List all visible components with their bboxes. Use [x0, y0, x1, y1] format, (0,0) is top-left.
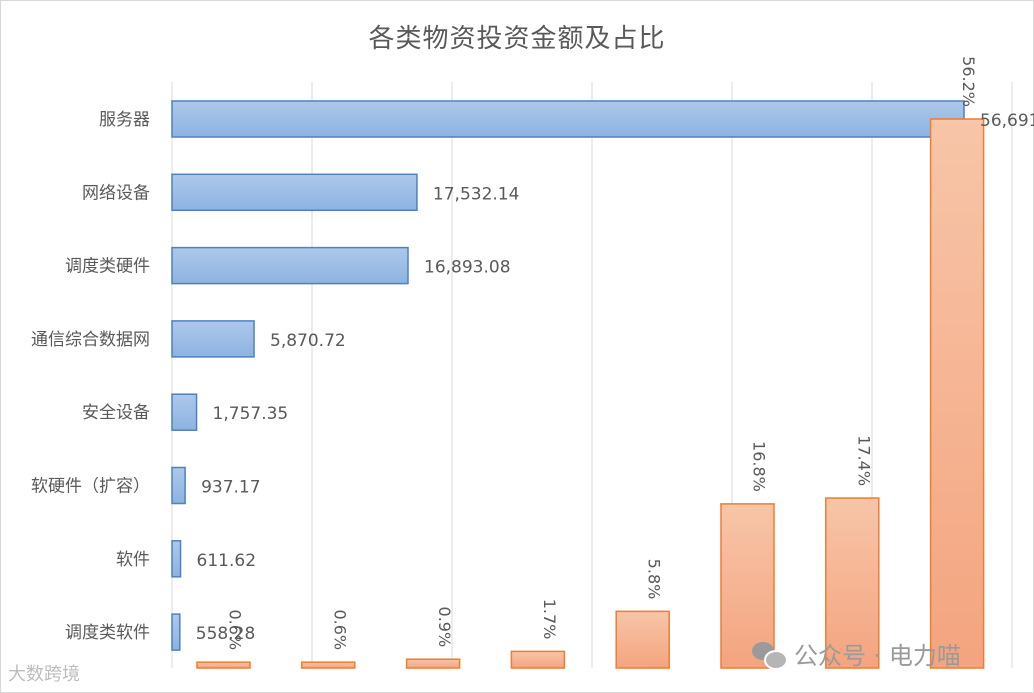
category-label: 软硬件（扩容） — [31, 477, 150, 497]
watermark-right-text: 公众号 · 电力喵 — [794, 642, 961, 670]
vbar-percent-label: 5.8% — [645, 559, 664, 600]
vbar-4 — [615, 610, 670, 669]
hbar-5 — [171, 466, 186, 505]
vbar-1 — [301, 661, 356, 669]
hbar-value-label: 56,691.65 — [980, 111, 1034, 131]
vbar-percent-label: 0.6% — [330, 609, 349, 650]
category-label: 网络设备 — [82, 183, 150, 203]
vbar-percent-label: 1.7% — [540, 599, 559, 640]
vbar-percent-label: 0.6% — [226, 609, 245, 650]
category-label: 调度类硬件 — [65, 257, 150, 277]
vbar-7 — [929, 118, 985, 669]
hbar-2 — [171, 246, 409, 285]
hbar-0 — [171, 100, 965, 138]
vbar-percent-label: 0.9% — [435, 607, 454, 648]
vbar-6 — [825, 497, 880, 669]
hbar-value-label: 16,893.08 — [424, 258, 511, 278]
hbar-3 — [171, 320, 255, 358]
vbar-0 — [196, 661, 251, 669]
watermark-right: 公众号 · 电力喵 — [752, 636, 961, 671]
hbar-6 — [171, 540, 182, 578]
hbar-4 — [171, 393, 198, 431]
vbar-3 — [510, 650, 566, 669]
hbar-value-label: 1,757.35 — [213, 404, 289, 424]
hbar-value-label: 17,532.14 — [433, 184, 520, 204]
category-label: 通信综合数据网 — [31, 330, 150, 350]
watermark-left: 大数跨境 — [8, 664, 80, 685]
vbar-2 — [405, 658, 461, 669]
vbar-percent-label: 16.8% — [750, 441, 769, 492]
vbar-percent-label: 17.4% — [854, 435, 873, 486]
category-label: 服务器 — [99, 110, 150, 130]
hbar-7 — [171, 613, 181, 651]
vbar-percent-label: 56.2% — [959, 56, 978, 107]
chart-title: 各类物资投资金额及占比 — [368, 24, 666, 54]
wechat-icon — [752, 640, 788, 670]
hbar-value-label: 5,870.72 — [270, 331, 346, 351]
hbar-value-label: 937.17 — [201, 478, 260, 498]
category-label: 软件 — [116, 550, 150, 570]
vbar-5 — [720, 503, 775, 669]
category-label: 安全设备 — [82, 403, 150, 423]
category-label: 调度类软件 — [65, 623, 150, 643]
hbar-value-label: 611.62 — [197, 551, 256, 571]
hbar-1 — [171, 173, 418, 212]
hbar-value-label: 558.28 — [196, 624, 255, 644]
